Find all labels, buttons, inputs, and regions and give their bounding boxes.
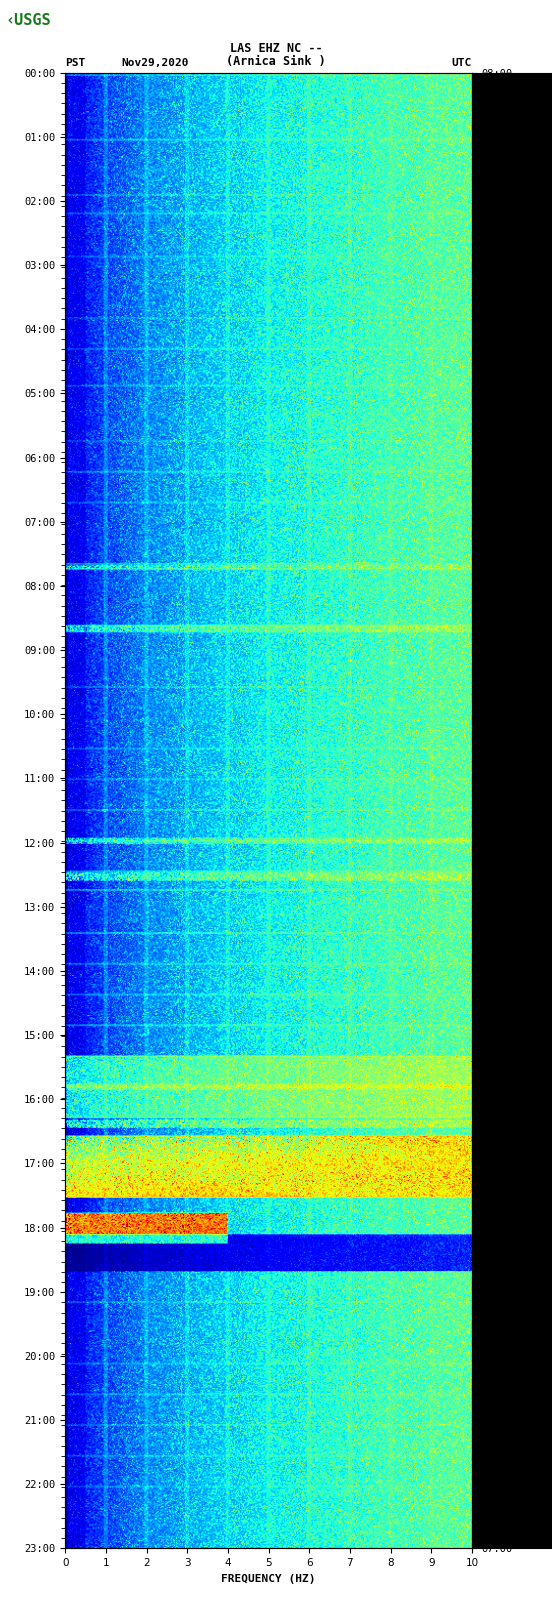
Text: UTC: UTC [452,58,472,68]
Text: ‹USGS: ‹USGS [6,13,51,27]
Text: (Arnica Sink ): (Arnica Sink ) [226,55,326,68]
X-axis label: FREQUENCY (HZ): FREQUENCY (HZ) [221,1574,316,1584]
Text: PST: PST [65,58,86,68]
Text: LAS EHZ NC --: LAS EHZ NC -- [230,42,322,55]
Text: Nov29,2020: Nov29,2020 [121,58,189,68]
